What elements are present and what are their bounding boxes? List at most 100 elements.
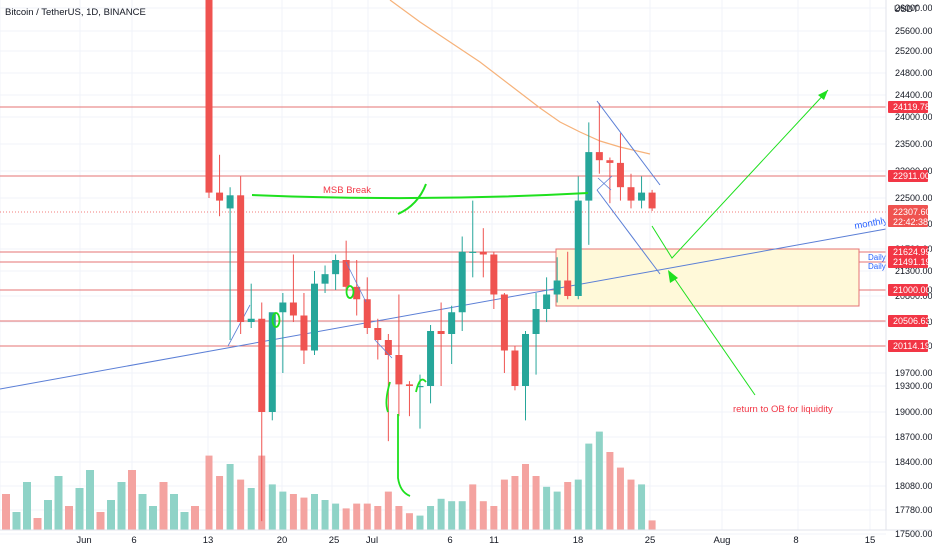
candle-body	[363, 299, 371, 328]
candle-body	[638, 192, 646, 201]
symbol-title: Bitcoin / TetherUS, 1D, BINANCE	[5, 7, 146, 18]
moving-average-line	[389, 0, 651, 155]
time-tick-label: 8	[793, 535, 798, 546]
candle-body	[205, 0, 213, 193]
volume-bar	[237, 479, 245, 530]
volume-bar	[543, 486, 551, 530]
price-level-tag	[888, 170, 928, 182]
price-level-tag	[888, 284, 928, 296]
candle-body	[437, 331, 445, 334]
channel-upper-line	[596, 100, 661, 186]
volume-bar	[532, 476, 540, 530]
volume-bar	[353, 503, 361, 530]
volume-bar	[574, 479, 582, 530]
volume-bar	[374, 506, 382, 530]
volume-bar	[363, 503, 371, 530]
currency-label: USDT	[894, 4, 919, 14]
volume-bar	[606, 452, 614, 530]
circle-mark-b	[345, 285, 355, 299]
volume-bar	[12, 512, 21, 530]
projection-path-line	[651, 89, 829, 259]
candle-body	[469, 251, 477, 253]
return-ob-label: return to OB for liquidity	[733, 404, 833, 415]
volume-bar	[638, 484, 646, 530]
volume-bar	[33, 518, 42, 530]
time-tick-label: 25	[645, 535, 656, 546]
candle-body	[427, 331, 435, 386]
candle-body	[374, 328, 382, 340]
price-level-tag-text: 21000.00	[893, 285, 931, 295]
volume-bar	[54, 476, 63, 530]
projection-arrowhead	[818, 90, 828, 100]
volume-bar	[332, 503, 340, 530]
price-tick-label: 18700.00	[895, 432, 932, 442]
volume-bar	[300, 497, 308, 530]
time-tick-label: 6	[447, 535, 452, 546]
price-tick-label: 18400.00	[895, 457, 932, 467]
time-tick-label: 13	[203, 535, 214, 546]
volume-bar	[437, 498, 445, 530]
volume-bar	[490, 506, 498, 530]
time-tick-label: Jul	[366, 535, 378, 546]
price-tick-label: 17500.00	[895, 529, 932, 539]
price-level-tag	[888, 101, 928, 113]
time-tick-label: 25	[329, 535, 340, 546]
candle-body	[616, 162, 624, 188]
volume-bar	[86, 470, 94, 530]
candle-body	[332, 260, 340, 275]
volume-bar	[595, 431, 603, 530]
price-tick-label: 25200.00	[895, 46, 932, 56]
volume-bar	[2, 494, 10, 530]
candle-body	[300, 315, 308, 351]
candle-body	[279, 302, 287, 313]
volume-bar	[159, 482, 168, 530]
price-tick-label: 24800.00	[895, 68, 932, 78]
volume-bar	[138, 494, 147, 530]
candle-body	[458, 251, 466, 313]
price-level-tag	[888, 246, 928, 258]
price-tick-label: 25600.00	[895, 26, 932, 36]
time-tick-label: 18	[573, 535, 584, 546]
volume-bar	[627, 479, 635, 530]
price-tick-label: 24000.00	[895, 112, 932, 122]
pattern-line-b	[374, 339, 393, 359]
candle-body	[342, 260, 350, 287]
price-tick-label: 23500.00	[895, 139, 932, 149]
time-tick-label: Aug	[714, 535, 731, 546]
return-ob-arrowhead	[668, 270, 678, 283]
volume-bar	[342, 508, 350, 530]
candle-body	[585, 152, 593, 201]
current-price-value: 22307.60	[893, 207, 931, 217]
volume-bar	[180, 512, 189, 530]
candle-body	[522, 334, 529, 386]
volume-bar	[107, 500, 115, 530]
candle-body	[606, 160, 614, 163]
price-level-tag-text: 21491.19	[893, 257, 931, 267]
candle-body	[574, 200, 582, 296]
msb-break-label: MSB Break	[323, 185, 371, 196]
volume-bar	[96, 512, 105, 530]
candle-body	[384, 340, 392, 355]
price-tick-label: 22500.00	[895, 193, 932, 203]
candle-body	[648, 192, 656, 209]
volume-bar	[416, 515, 424, 530]
candle-body	[490, 254, 498, 295]
candle-body	[553, 280, 561, 295]
price-tick-label: 19000.00	[895, 407, 932, 417]
volume-bar	[75, 488, 84, 530]
price-tick-label: 21300.00	[895, 266, 932, 276]
price-tick-label: 17780.00	[895, 505, 932, 515]
time-axis-ticks[interactable]: Jun 6 13 20 25 Jul 6 11 18 25 Aug 8 15	[76, 535, 875, 546]
monthly-trendline	[0, 228, 887, 390]
volume-bars	[2, 431, 656, 530]
price-level-tag-text: 21624.99	[893, 247, 931, 257]
price-axis[interactable]	[886, 0, 932, 550]
candle-body	[500, 294, 508, 351]
volume-bar	[564, 482, 572, 530]
candle-body	[532, 309, 540, 334]
price-level-tag	[888, 256, 928, 268]
price-tick-label: 18080.00	[895, 481, 932, 491]
price-level-tag-text: 22911.00	[893, 171, 930, 181]
volume-bar	[522, 464, 529, 530]
